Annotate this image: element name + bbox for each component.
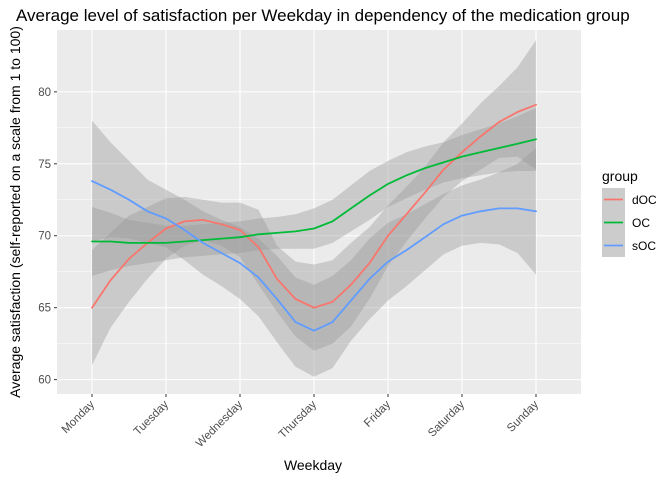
legend-label-soc: sOC <box>632 239 656 253</box>
legend: group dOC OC sOC <box>602 168 657 257</box>
confidence-band-oc <box>92 107 536 276</box>
confidence-bands <box>92 40 536 377</box>
series-line-oc <box>91 138 537 244</box>
minor-gridlines <box>57 127 581 344</box>
confidence-band-doc <box>92 40 536 366</box>
legend-label-doc: dOC <box>632 193 657 207</box>
x-axis-ticks: Monday Tuesday Wednesday Thursday Friday Satu… <box>60 394 541 450</box>
x-axis-title: Weekday <box>284 457 342 473</box>
y-tick-label: 75 <box>38 159 51 171</box>
x-tick-label: Friday <box>362 398 393 429</box>
x-tick-label: Sunday <box>505 398 541 434</box>
y-tick-label: 70 <box>38 231 51 243</box>
x-tick-label: Tuesday <box>132 398 172 438</box>
series-lines <box>91 103 537 332</box>
y-axis-ticks: 60 65 70 75 80 <box>38 87 57 387</box>
chart-title: Average level of satisfaction per Weekda… <box>16 6 630 25</box>
series-line-doc <box>91 103 537 309</box>
legend-title: group <box>602 168 638 184</box>
x-tick-label: Monday <box>60 398 98 436</box>
y-tick-label: 80 <box>38 87 51 99</box>
confidence-band-soc <box>92 120 536 377</box>
y-axis-title: Average satisfaction (self-reported on a… <box>7 26 23 398</box>
major-gridlines <box>57 30 581 394</box>
x-tick-label: Wednesday <box>194 398 245 449</box>
legend-label-oc: OC <box>632 216 650 230</box>
series-line-soc <box>91 180 537 332</box>
x-tick-label: Thursday <box>277 398 320 441</box>
x-tick-label: Saturday <box>426 398 467 439</box>
panel-background <box>57 30 581 394</box>
y-tick-label: 65 <box>38 303 51 315</box>
y-tick-label: 60 <box>38 375 51 387</box>
